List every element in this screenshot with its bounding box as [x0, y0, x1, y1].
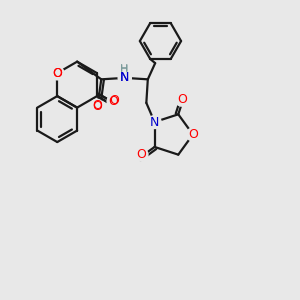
- Circle shape: [118, 71, 131, 84]
- Circle shape: [118, 71, 131, 84]
- Text: O: O: [109, 95, 118, 108]
- Circle shape: [135, 148, 148, 161]
- Text: O: O: [177, 93, 187, 106]
- Circle shape: [187, 128, 200, 141]
- Text: N: N: [150, 116, 159, 128]
- Circle shape: [108, 94, 121, 107]
- Text: O: O: [109, 94, 119, 107]
- Circle shape: [51, 67, 64, 80]
- Text: O: O: [92, 99, 102, 112]
- Text: O: O: [52, 67, 62, 80]
- Text: H: H: [120, 64, 128, 74]
- Text: O: O: [188, 128, 198, 141]
- Text: N: N: [120, 71, 130, 84]
- Circle shape: [148, 116, 161, 128]
- Circle shape: [107, 95, 120, 108]
- Text: H: H: [120, 64, 128, 75]
- Circle shape: [176, 93, 188, 106]
- Text: N: N: [120, 71, 130, 84]
- Text: O: O: [52, 67, 62, 80]
- Circle shape: [90, 100, 103, 113]
- Text: O: O: [92, 100, 102, 113]
- Circle shape: [90, 99, 103, 112]
- Text: O: O: [136, 148, 146, 161]
- Circle shape: [51, 67, 64, 80]
